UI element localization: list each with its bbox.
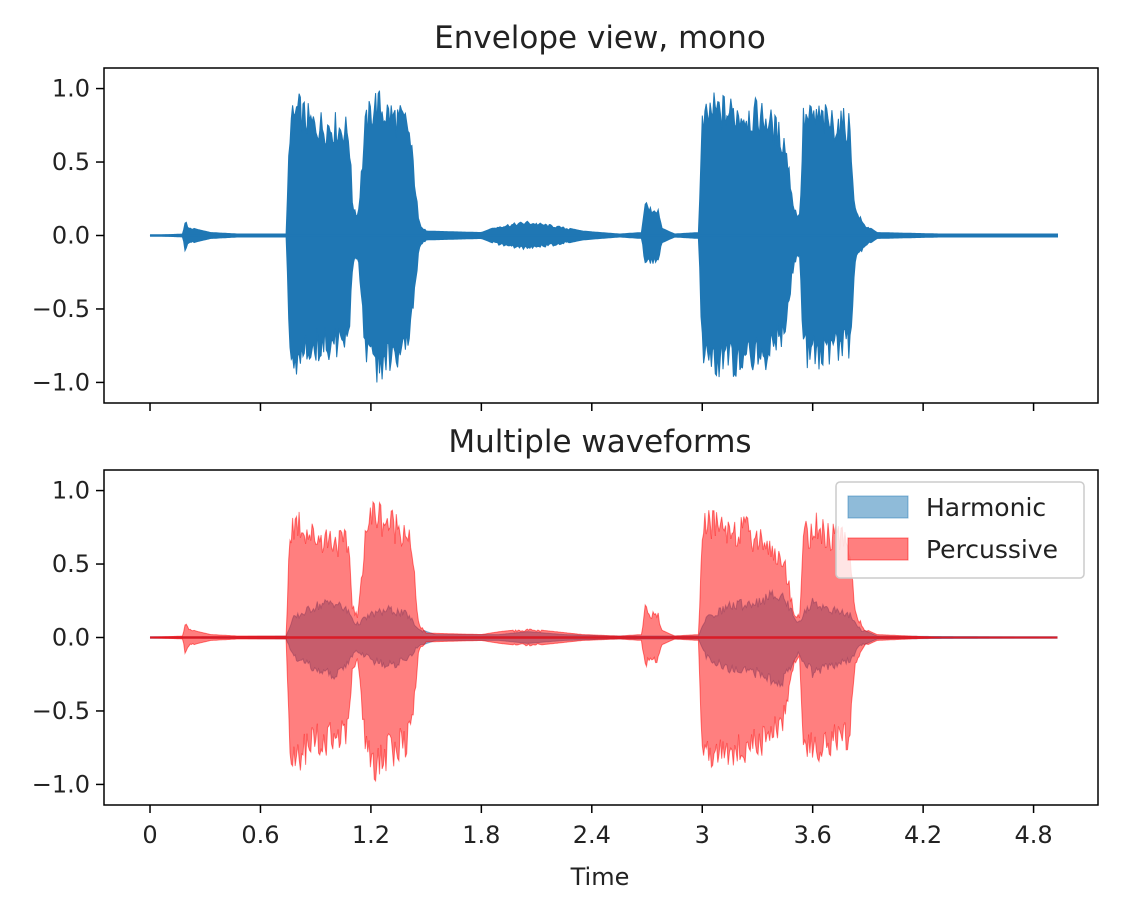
- y-tick-label: −1.0: [32, 368, 90, 396]
- y-axis: 1.0 0.5 0.0 −0.5 −1.0: [32, 75, 104, 396]
- y-tick-label: 0.5: [52, 550, 90, 578]
- x-tick-label: 2.4: [573, 821, 611, 849]
- axes-title: Envelope view, mono: [434, 20, 766, 56]
- axes-multiple-waveforms: Multiple waveforms 1.0 0.5 0.0 −0.5 −1.0 0 0.…: [32, 424, 1099, 891]
- x-axis: [149, 403, 1035, 411]
- x-axis-label: Time: [570, 863, 630, 891]
- plot-area: [149, 500, 1058, 783]
- legend: Harmonic Percussive: [835, 481, 1085, 579]
- y-tick-label: 0.5: [52, 148, 90, 176]
- x-tick-label: 1.2: [352, 821, 390, 849]
- series-percussive-area: [149, 500, 1058, 783]
- x-tick-label: 4.8: [1014, 821, 1052, 849]
- plot-area: [149, 90, 1058, 383]
- x-tick-label: 3.6: [794, 821, 832, 849]
- y-tick-label: 1.0: [52, 75, 90, 103]
- y-axis: 1.0 0.5 0.0 −0.5 −1.0: [32, 477, 104, 798]
- y-tick-label: −1.0: [32, 770, 90, 798]
- y-tick-label: −0.5: [32, 295, 90, 323]
- y-tick-label: 0.0: [52, 624, 90, 652]
- x-tick-label: 0: [142, 821, 157, 849]
- legend-label: Harmonic: [926, 493, 1046, 522]
- x-tick-label: 0.6: [241, 821, 279, 849]
- y-tick-label: 1.0: [52, 477, 90, 505]
- legend-label: Percussive: [926, 535, 1058, 564]
- y-tick-label: 0.0: [52, 222, 90, 250]
- x-axis: 0 0.6 1.2 1.8 2.4 3 3.6 4.2 4.8: [142, 805, 1053, 849]
- axes-envelope-view: Envelope view, mono 1.0 0.5 0.0 −0.5 −1.0: [32, 20, 1099, 411]
- axes-title: Multiple waveforms: [448, 424, 751, 460]
- y-tick-label: −0.5: [32, 697, 90, 725]
- x-tick-label: 4.2: [904, 821, 942, 849]
- legend-swatch: [847, 495, 909, 519]
- x-tick-label: 3: [695, 821, 710, 849]
- x-tick-label: 1.8: [462, 821, 500, 849]
- legend-swatch: [847, 537, 909, 561]
